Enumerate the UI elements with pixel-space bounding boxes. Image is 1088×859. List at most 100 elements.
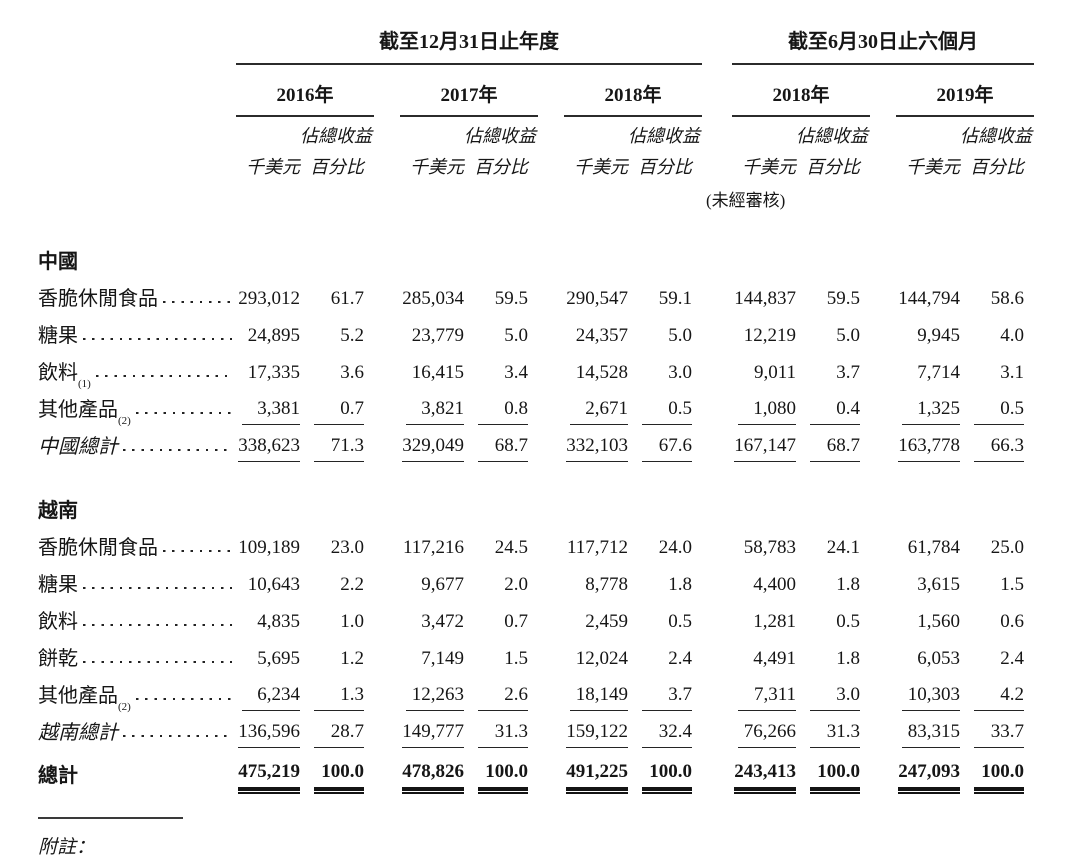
percent-value: 0.5	[668, 611, 692, 633]
amount-value: 293,012	[238, 288, 300, 310]
amount-value: 117,216	[402, 537, 464, 559]
year-2016: 2016年	[236, 64, 374, 117]
percent-value: 0.7	[314, 399, 364, 425]
amount-value: 3,821	[406, 399, 464, 425]
percent-value: 1.8	[836, 648, 860, 670]
amount-value: 478,826	[402, 762, 464, 794]
table-row: 中國	[38, 237, 1034, 277]
amount-value: 8,778	[585, 574, 628, 596]
amount-value: 12,024	[575, 648, 628, 670]
amount-value: 12,263	[406, 685, 464, 711]
unaudited-row: (未經審核)	[38, 181, 1034, 213]
amount-value: 243,413	[734, 762, 796, 794]
percent-value: 68.7	[810, 436, 860, 462]
amount-value: 61,784	[907, 537, 960, 559]
subheader-row-1: 佔總收益 佔總收益 佔總收益 佔總收益 佔總收益	[38, 116, 1034, 148]
table-header: 截至12月31日止年度 截至6月30日止六個月 2016年 2017年 2018…	[38, 10, 1034, 213]
period-group-annual: 截至12月31日止年度	[236, 10, 702, 65]
row-label: 中國總計	[38, 436, 118, 458]
percent-value: 32.4	[642, 722, 692, 748]
spacer-row	[38, 213, 1034, 237]
table-row: 越南總計 136,596 28.7 149,777 31.3 159,122 32.4 76,…	[38, 711, 1034, 748]
pct-header-top: 佔總收益	[960, 126, 1032, 146]
unaudited-note: (未經審核)	[706, 191, 786, 210]
percent-value: 1.3	[314, 685, 364, 711]
row-label: 中國	[38, 251, 78, 273]
percent-value: 25.0	[990, 537, 1024, 559]
percent-value: 3.7	[642, 685, 692, 711]
percent-value: 1.2	[340, 648, 364, 670]
amount-unit-header: 千美元	[410, 157, 464, 177]
amount-value: 9,011	[753, 362, 796, 384]
period-group-row: 截至12月31日止年度 截至6月30日止六個月	[38, 10, 1034, 65]
pct-header-bottom: 百分比	[474, 157, 528, 177]
percent-value: 1.0	[340, 611, 364, 633]
percent-value: 1.8	[668, 574, 692, 596]
amount-value: 1,080	[738, 399, 796, 425]
percent-value: 3.4	[504, 362, 528, 384]
percent-value: 68.7	[478, 436, 528, 462]
percent-value: 0.4	[810, 399, 860, 425]
spacer-row	[38, 462, 1034, 486]
pct-header-top: 佔總收益	[300, 126, 372, 146]
amount-value: 163,778	[898, 436, 960, 462]
amount-value: 290,547	[566, 288, 628, 310]
amount-value: 491,225	[566, 762, 628, 794]
amount-value: 6,234	[242, 685, 300, 711]
amount-value: 24,357	[575, 325, 628, 347]
dot-leader	[123, 448, 232, 451]
table-row: 飲料 4,835 1.0 3,472 0.7 2,459 0.5 1,281 0.5 1,560 0…	[38, 600, 1034, 637]
percent-value: 61.7	[330, 288, 364, 310]
table-row: 中國總計 338,623 71.3 329,049 68.7 332,103 67.6 167…	[38, 425, 1034, 462]
pct-header-bottom: 百分比	[310, 157, 364, 177]
amount-value: 23,779	[411, 325, 464, 347]
amount-value: 144,837	[734, 288, 796, 310]
row-label: 糖果	[38, 325, 78, 347]
year-2018-interim: 2018年	[732, 64, 870, 117]
percent-value: 2.2	[340, 574, 364, 596]
row-label: 總計	[38, 765, 78, 787]
amount-value: 10,643	[247, 574, 300, 596]
percent-value: 100.0	[478, 762, 528, 794]
amount-value: 4,491	[753, 648, 796, 670]
table-row: 香脆休閒食品 293,012 61.7 285,034 59.5 290,547 59.1 1…	[38, 277, 1034, 314]
percent-value: 1.8	[836, 574, 860, 596]
amount-value: 1,560	[917, 611, 960, 633]
amount-value: 76,266	[738, 722, 796, 748]
dot-leader	[83, 660, 232, 663]
percent-value: 2.4	[668, 648, 692, 670]
percent-value: 66.3	[974, 436, 1024, 462]
amount-value: 2,459	[585, 611, 628, 633]
table-body: 中國 香脆休閒食品 293,012 61.7 285,034 59.5 290,547 59.…	[38, 213, 1034, 794]
amount-value: 159,122	[566, 722, 628, 748]
amount-value: 109,189	[238, 537, 300, 559]
year-header-row: 2016年 2017年 2018年 2018年 2019年	[38, 64, 1034, 117]
amount-value: 117,712	[566, 537, 628, 559]
amount-value: 1,281	[753, 611, 796, 633]
dot-leader	[123, 734, 232, 737]
percent-value: 100.0	[314, 762, 364, 794]
percent-value: 5.0	[836, 325, 860, 347]
table-row: 其他產品 (2) 3,381 0.7 3,821 0.8 2,671 0.5 1,080 0.4 1…	[38, 398, 1024, 427]
amount-value: 247,093	[898, 762, 960, 794]
amount-value: 4,835	[257, 611, 300, 633]
table-row: 餅乾 5,695 1.2 7,149 1.5 12,024 2.4 4,491 1.8 6,053…	[38, 637, 1034, 674]
pct-header-top: 佔總收益	[464, 126, 536, 146]
amount-value: 9,945	[917, 325, 960, 347]
percent-value: 24.5	[494, 537, 528, 559]
dot-leader	[83, 586, 232, 589]
percent-value: 23.0	[330, 537, 364, 559]
subheader-row-2: 千美元 百分比 千美元 百分比 千美元 百分比 千美元 百分比 千美元 百分比	[38, 148, 1034, 181]
row-label: 越南	[38, 500, 78, 522]
amount-value: 475,219	[238, 762, 300, 794]
dot-leader	[83, 337, 232, 340]
percent-value: 59.5	[826, 288, 860, 310]
percent-value: 3.1	[1000, 362, 1024, 384]
percent-value: 3.6	[340, 362, 364, 384]
percent-value: 31.3	[810, 722, 860, 748]
percent-value: 0.5	[836, 611, 860, 633]
row-label: 其他產品	[38, 399, 118, 421]
percent-value: 4.0	[1000, 325, 1024, 347]
percent-value: 71.3	[314, 436, 364, 462]
